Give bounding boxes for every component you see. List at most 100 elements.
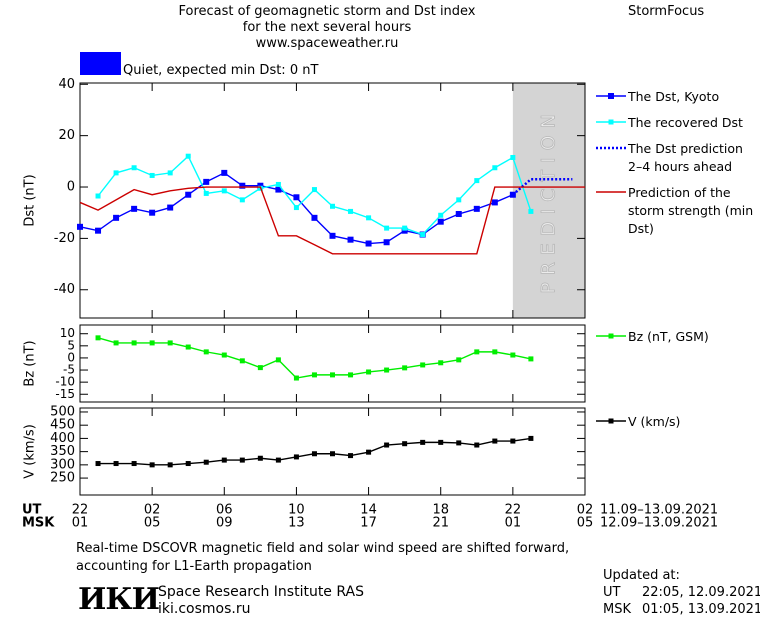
y-tick-label: -20 (54, 231, 75, 246)
y-tick-label: 10 (60, 326, 75, 340)
status-text: Quiet, expected min Dst: 0 nT (123, 63, 319, 78)
x-tick-label-msk: 09 (216, 516, 233, 531)
data-point (510, 352, 516, 358)
data-point (113, 170, 119, 176)
data-point (402, 225, 408, 231)
legend-label: Bz (nT, GSM) (628, 329, 709, 344)
data-point (167, 340, 173, 346)
updated-msk-label: MSK (603, 602, 631, 617)
data-point (347, 236, 354, 243)
prediction-region (512, 83, 585, 318)
data-point (402, 365, 408, 371)
data-point (456, 440, 462, 446)
data-point (185, 461, 191, 467)
data-point (149, 340, 155, 346)
data-point (474, 178, 480, 184)
y-axis-label: Bz (nT) (23, 340, 38, 386)
data-point (474, 349, 480, 355)
data-point (366, 449, 372, 455)
updated-ut-label: UT (603, 585, 621, 600)
data-point (149, 209, 156, 216)
data-point (438, 360, 444, 366)
data-point (221, 188, 227, 194)
data-point (528, 435, 534, 441)
data-point (348, 372, 354, 378)
data-point (239, 182, 246, 189)
x-tick-label: 22 (72, 503, 89, 518)
data-point (221, 352, 227, 358)
ut-range: 11.09–13.09.2021 (600, 503, 718, 518)
data-point (528, 356, 534, 362)
data-point (185, 344, 191, 350)
data-point (455, 210, 462, 217)
logo: ИКИ (78, 582, 160, 617)
data-point (456, 197, 462, 203)
x-tick-label-msk: 17 (360, 516, 377, 531)
title-line: for the next several hours (242, 20, 412, 35)
data-point (438, 439, 444, 445)
x-tick-label-msk: 13 (288, 516, 305, 531)
data-point (311, 214, 318, 221)
y-tick-label: 0 (67, 350, 75, 364)
updated-label: Updated at: (603, 568, 680, 583)
legend-label: The Dst, Kyoto (628, 89, 720, 104)
ut-row-label: UT (22, 503, 42, 518)
data-point (95, 193, 101, 199)
data-point (330, 372, 335, 378)
data-point (401, 227, 408, 234)
data-point (402, 441, 408, 447)
data-point (491, 199, 498, 206)
data-point (113, 340, 119, 346)
data-point (257, 455, 263, 461)
data-point (77, 223, 83, 230)
x-tick-label-msk: 01 (72, 516, 89, 531)
y-tick-label: 40 (58, 77, 75, 92)
msk-row-label: MSK (22, 516, 55, 531)
data-point (420, 439, 426, 445)
y-tick-label: 450 (50, 418, 75, 433)
y-tick-label: -10 (55, 375, 75, 389)
data-point (95, 335, 101, 341)
series-line (97, 155, 532, 236)
legend-marker (608, 119, 614, 125)
footer-note: Real-time DSCOVR magnetic field and sola… (76, 541, 570, 574)
data-point (149, 172, 155, 178)
data-point (113, 461, 119, 467)
data-point (239, 197, 245, 203)
data-point (203, 459, 209, 465)
x-tick-label-msk: 05 (577, 516, 594, 531)
y-tick-label: -5 (63, 363, 75, 377)
y-tick-label: 500 (50, 404, 75, 419)
data-point (239, 358, 245, 364)
data-point (365, 240, 372, 247)
title: Forecast of geomagnetic storm and Dst in… (130, 4, 524, 52)
data-point (311, 372, 317, 378)
data-point (311, 187, 317, 193)
data-point (257, 182, 264, 189)
y-tick-label: 20 (58, 128, 75, 143)
title-line: www.spaceweather.ru (255, 36, 399, 51)
data-point (366, 215, 372, 221)
data-point (293, 375, 299, 381)
data-point (167, 170, 173, 176)
data-point (95, 227, 102, 234)
data-point (366, 369, 372, 375)
data-point (420, 232, 426, 238)
x-tick-label: 06 (216, 503, 233, 518)
data-point (95, 461, 101, 467)
data-point (330, 203, 335, 209)
data-point (437, 218, 444, 225)
x-tick-label-msk: 21 (432, 516, 449, 531)
data-point (131, 461, 137, 467)
plot-frame (79, 324, 586, 403)
y-axis-label: Dst (nT) (23, 174, 38, 226)
y-tick-label: -40 (54, 282, 75, 297)
data-point (185, 191, 192, 198)
x-tick-label-msk: 05 (144, 516, 161, 531)
data-point (492, 349, 498, 355)
y-tick-label: 300 (50, 457, 75, 472)
data-point (456, 357, 462, 363)
data-point (167, 462, 173, 468)
data-point (510, 438, 516, 444)
x-tick-label: 02 (144, 503, 161, 518)
